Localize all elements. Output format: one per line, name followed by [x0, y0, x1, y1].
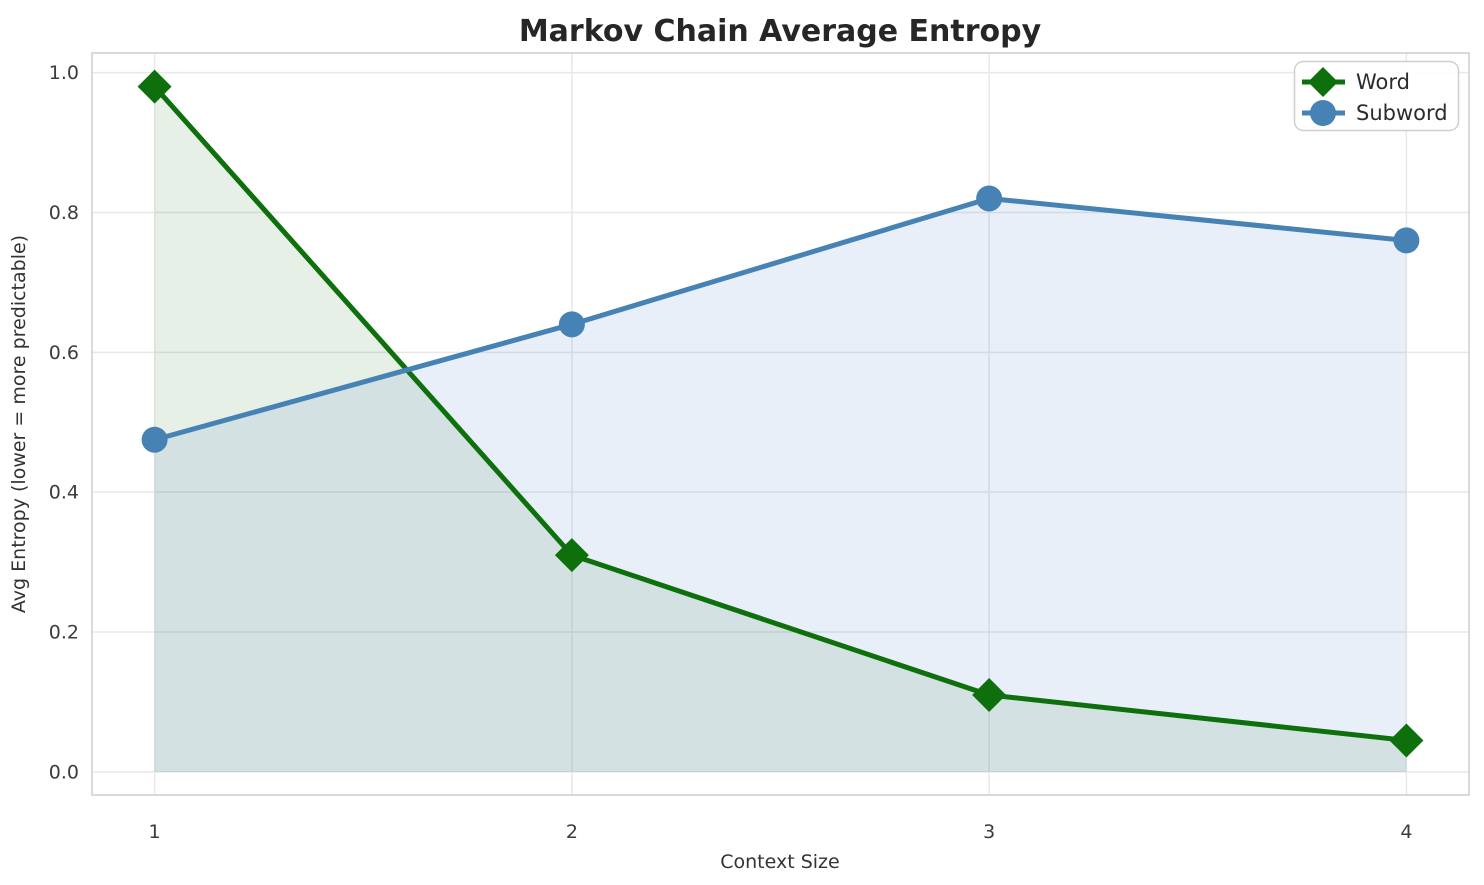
x-tick-label: 4 [1400, 821, 1412, 843]
axes-border [91, 52, 1470, 796]
y-tick-label: 0.6 [49, 342, 79, 364]
legend-subword-circle-icon [1310, 100, 1336, 126]
word-diamond-marker [1389, 723, 1424, 758]
series-line-layer [152, 84, 1409, 743]
y-tick-label: 1.0 [49, 62, 79, 84]
chart-title: Markov Chain Average Entropy [519, 14, 1042, 49]
subword-area-fill [154, 198, 1407, 772]
word-diamond-marker [972, 677, 1007, 712]
word-area-fill [154, 86, 1407, 772]
legend-subword-label: Subword [1356, 101, 1448, 125]
legend-item-word: Word [1302, 67, 1410, 97]
subword-circle-marker [1393, 227, 1420, 254]
subword-line [152, 195, 1409, 443]
subword-circle-marker [558, 311, 585, 338]
y-tick-label: 0.8 [49, 202, 79, 224]
area-fill-layer [154, 86, 1407, 772]
x-axis-label: Context Size [720, 851, 839, 873]
word-diamond-marker [137, 69, 172, 104]
word-diamond-marker [554, 538, 589, 573]
legend: Word Subword [1293, 60, 1460, 132]
subword-circle-marker [141, 426, 168, 453]
x-tick-label: 1 [149, 821, 161, 843]
legend-word-label: Word [1356, 70, 1410, 94]
y-tick-label: 0.4 [49, 482, 79, 504]
subword-circle-marker [976, 185, 1003, 212]
tick-label-layer: 1 2 3 4 0.0 0.2 0.4 0.6 0.8 1.0 [49, 62, 1413, 843]
series-marker-layer [137, 69, 1424, 758]
legend-word-diamond-icon [1308, 67, 1338, 97]
grid-layer [92, 53, 1469, 795]
legend-item-subword: Subword [1302, 100, 1448, 126]
x-tick-label: 2 [566, 821, 578, 843]
word-line [152, 84, 1409, 743]
y-tick-label: 0.0 [49, 761, 79, 783]
x-tick-label: 3 [983, 821, 995, 843]
axes-frame [91, 52, 1470, 796]
y-axis-label: Avg Entropy (lower = more predictable) [8, 235, 30, 613]
y-tick-label: 0.2 [49, 622, 79, 644]
